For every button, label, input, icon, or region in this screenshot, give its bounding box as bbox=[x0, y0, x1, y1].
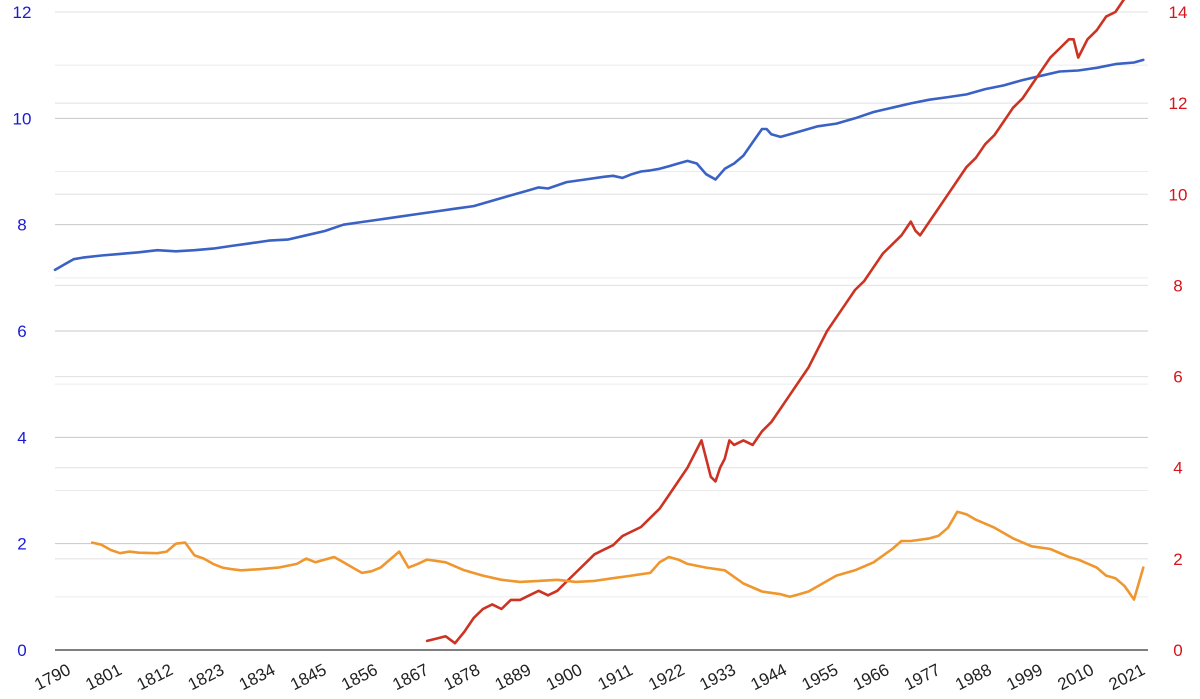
series-lines bbox=[53, 0, 1145, 645]
right-tick-label: 4 bbox=[1173, 459, 1182, 478]
x-tick-label: 1988 bbox=[952, 660, 994, 694]
right-tick-label: 10 bbox=[1169, 185, 1188, 204]
x-tick-label: 1834 bbox=[236, 660, 278, 694]
right-tick-label: 0 bbox=[1173, 641, 1182, 660]
series-line-2 bbox=[90, 510, 1145, 601]
x-tick-label: 1977 bbox=[901, 660, 943, 694]
x-tick-label: 1966 bbox=[850, 660, 892, 694]
x-tick-label: 1900 bbox=[543, 660, 585, 694]
left-tick-label: 10 bbox=[13, 109, 32, 128]
x-tick-label: 1845 bbox=[287, 660, 329, 694]
x-tick-label: 1856 bbox=[338, 660, 380, 694]
right-tick-label: 2 bbox=[1173, 550, 1182, 569]
x-tick-label: 1867 bbox=[389, 660, 431, 694]
left-y-axis: 0 2 4 6 8 10 12 bbox=[13, 3, 32, 660]
x-tick-label: 1790 bbox=[31, 660, 73, 694]
left-tick-label: 12 bbox=[13, 3, 32, 22]
x-tick-label: 1889 bbox=[492, 660, 534, 694]
x-tick-label: 1801 bbox=[83, 660, 125, 694]
x-axis: 1790 1801 1812 1823 1834 1845 1856 1867 1878 1889… bbox=[31, 660, 1148, 694]
x-tick-label: 1823 bbox=[185, 660, 227, 694]
x-tick-label: 2021 bbox=[1106, 660, 1148, 694]
x-tick-label: 1955 bbox=[799, 660, 841, 694]
x-tick-label: 1922 bbox=[645, 660, 687, 694]
series-line-1 bbox=[425, 0, 1126, 645]
right-tick-label: 12 bbox=[1169, 94, 1188, 113]
left-tick-label: 2 bbox=[17, 535, 26, 554]
left-tick-label: 6 bbox=[17, 322, 26, 341]
right-tick-label: 8 bbox=[1173, 276, 1182, 295]
x-tick-label: 2010 bbox=[1055, 660, 1097, 694]
x-tick-label: 1944 bbox=[748, 660, 790, 694]
x-tick-label: 1878 bbox=[441, 660, 483, 694]
right-y-axis: 0 2 4 6 8 10 12 14 bbox=[1169, 3, 1188, 660]
series-line-0 bbox=[53, 58, 1145, 272]
left-tick-label: 4 bbox=[17, 428, 26, 447]
x-tick-label: 1911 bbox=[595, 660, 636, 694]
left-tick-label: 8 bbox=[17, 216, 26, 235]
x-tick-label: 1933 bbox=[696, 660, 738, 694]
right-tick-label: 6 bbox=[1173, 368, 1182, 387]
left-tick-label: 0 bbox=[17, 641, 26, 660]
x-tick-label: 1812 bbox=[134, 660, 176, 694]
x-tick-label: 1999 bbox=[1003, 660, 1045, 694]
right-tick-label: 14 bbox=[1169, 3, 1188, 22]
grid bbox=[55, 11, 1148, 651]
